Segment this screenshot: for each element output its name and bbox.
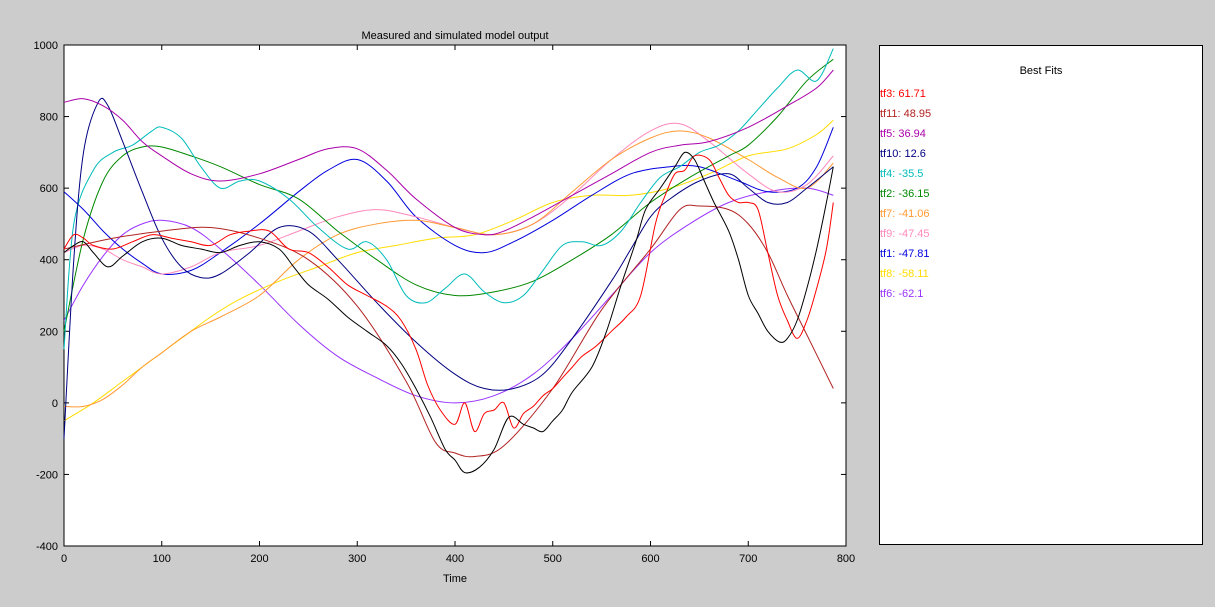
legend-list: tf3: 61.71 tf11: 48.95 tf5: 36.94 tf10: 12.…	[880, 84, 931, 304]
y-tick-label: 800	[40, 112, 58, 124]
series-line-tf11	[63, 204, 834, 458]
x-tick-label: 100	[153, 553, 171, 565]
legend-panel: Best Fits tf3: 61.71 tf11: 48.95 tf5: 36.9…	[879, 45, 1203, 545]
y-tick-label: 0	[52, 398, 58, 410]
series-line-tf4	[63, 48, 834, 350]
legend-entry-tf4: tf4: -35.5	[880, 168, 924, 180]
series-lines	[63, 48, 834, 474]
series-line-tf6	[63, 187, 834, 404]
x-tick-label: 200	[250, 553, 268, 565]
chart-title: Measured and simulated model output	[361, 30, 548, 42]
axes: 0 100 200 300 400 500 600 700 800 -400 -200 0 200 400…	[34, 40, 856, 565]
series-line-tf7	[63, 130, 834, 408]
legend-entry-tf8: tf8: -58.11	[880, 268, 929, 280]
series-line-tf5	[63, 69, 834, 236]
y-tick-label: 200	[40, 326, 58, 338]
measured-output-line	[63, 151, 834, 474]
legend-entry-tf1: tf1: -47.81	[880, 248, 930, 260]
x-tick-label: 800	[837, 553, 855, 565]
x-tick-label: 500	[544, 553, 562, 565]
y-tick-label: -400	[36, 541, 58, 553]
y-tick-label: 400	[40, 255, 58, 267]
y-tick-label: 1000	[34, 40, 58, 52]
legend-entry-tf5: tf5: 36.94	[880, 128, 926, 140]
x-tick-label: 400	[446, 553, 464, 565]
legend-title: Best Fits	[1019, 65, 1063, 77]
legend-entry-tf6: tf6: -62.1	[880, 288, 924, 300]
legend-entry-tf3: tf3: 61.71	[880, 88, 926, 100]
legend-entry-tf2: tf2: -36.15	[880, 188, 930, 200]
x-tick-label: 600	[641, 553, 659, 565]
y-tick-label: -200	[36, 469, 58, 481]
legend-entry-tf7: tf7: -41.06	[880, 208, 930, 220]
x-tick-label: 0	[61, 553, 67, 565]
series-line-tf2	[63, 58, 834, 332]
x-tick-label: 300	[348, 553, 366, 565]
series-line-tf10	[63, 97, 834, 439]
x-axis-label: Time	[443, 573, 467, 585]
legend-entry-tf11: tf11: 48.95	[880, 108, 932, 120]
x-tick-label: 700	[739, 553, 757, 565]
legend-entry-tf9: tf9: -47.45	[880, 228, 930, 240]
y-tick-label: 600	[40, 183, 58, 195]
legend-entry-tf10: tf10: 12.6	[880, 148, 926, 160]
